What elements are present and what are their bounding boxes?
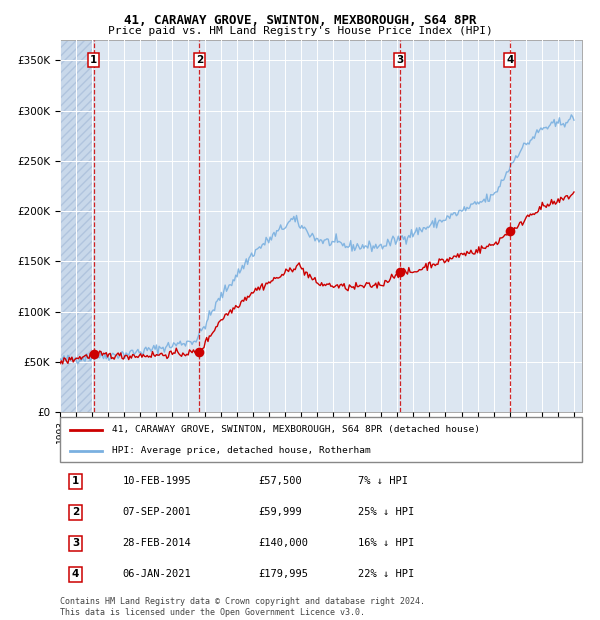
Text: £59,999: £59,999 bbox=[259, 507, 302, 517]
Text: 41, CARAWAY GROVE, SWINTON, MEXBOROUGH, S64 8PR (detached house): 41, CARAWAY GROVE, SWINTON, MEXBOROUGH, … bbox=[112, 425, 480, 434]
Text: Price paid vs. HM Land Registry's House Price Index (HPI): Price paid vs. HM Land Registry's House … bbox=[107, 26, 493, 36]
Text: 1: 1 bbox=[72, 476, 79, 486]
Text: 3: 3 bbox=[396, 55, 403, 65]
Text: 10-FEB-1995: 10-FEB-1995 bbox=[122, 476, 191, 486]
FancyBboxPatch shape bbox=[60, 417, 582, 462]
Text: 2: 2 bbox=[196, 55, 203, 65]
Text: 16% ↓ HPI: 16% ↓ HPI bbox=[358, 538, 414, 548]
Text: Contains HM Land Registry data © Crown copyright and database right 2024.
This d: Contains HM Land Registry data © Crown c… bbox=[60, 598, 425, 617]
Text: 41, CARAWAY GROVE, SWINTON, MEXBOROUGH, S64 8PR: 41, CARAWAY GROVE, SWINTON, MEXBOROUGH, … bbox=[124, 14, 476, 27]
Text: 06-JAN-2021: 06-JAN-2021 bbox=[122, 569, 191, 579]
Text: 1: 1 bbox=[90, 55, 98, 65]
Text: 22% ↓ HPI: 22% ↓ HPI bbox=[358, 569, 414, 579]
Text: £57,500: £57,500 bbox=[259, 476, 302, 486]
Text: 7% ↓ HPI: 7% ↓ HPI bbox=[358, 476, 407, 486]
Text: 28-FEB-2014: 28-FEB-2014 bbox=[122, 538, 191, 548]
Text: 2: 2 bbox=[72, 507, 79, 517]
Text: 4: 4 bbox=[506, 55, 514, 65]
Text: HPI: Average price, detached house, Rotherham: HPI: Average price, detached house, Roth… bbox=[112, 446, 371, 455]
Text: 4: 4 bbox=[72, 569, 79, 579]
Text: 3: 3 bbox=[72, 538, 79, 548]
Text: £179,995: £179,995 bbox=[259, 569, 308, 579]
Text: 25% ↓ HPI: 25% ↓ HPI bbox=[358, 507, 414, 517]
Text: 07-SEP-2001: 07-SEP-2001 bbox=[122, 507, 191, 517]
Bar bbox=[60, 40, 92, 412]
Text: £140,000: £140,000 bbox=[259, 538, 308, 548]
